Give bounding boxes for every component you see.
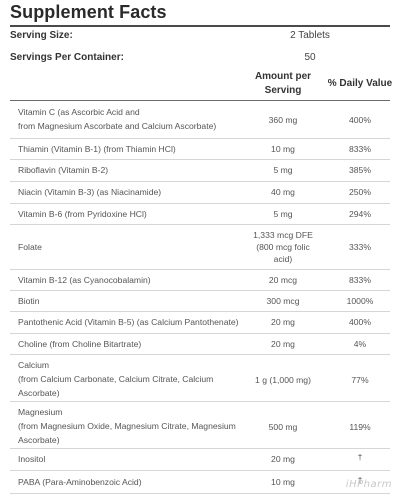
nutrient-daily-value: † [357,475,363,485]
nutrient-amount: 20 mcg [268,275,298,285]
serving-size-value: 2 Tablets [290,30,330,41]
table-row: Calcium (from Calcium Carbonate, Calcium … [10,355,390,402]
servings-per-container-label: Servings Per Container: [10,52,124,63]
nutrient-amount: 20 mg [271,454,295,464]
table-row: Riboflavin (Vitamin B-2) 5 mg 385% [10,160,390,182]
supplement-facts-title: Supplement Facts [10,2,167,22]
nutrient-name: Folate [18,242,42,252]
table-row: PABA (Para-Aminobenzoic Acid) 10 mg † [10,471,390,494]
serving-size-label: Serving Size: [10,30,73,41]
nutrient-name: Thiamin (Vitamin B-1) (from Thiamin HCl) [18,144,176,154]
table-row: Vitamin C (as Ascorbic Acid and from Magn… [10,101,390,139]
table-row: Pantothenic Acid (Vitamin B-5) (as Calci… [10,312,390,334]
header-rule [10,100,390,101]
table-row: Choline (from Choline Bitartrate) 20 mg … [10,334,390,355]
table-row: Vitamin B-6 (from Pyridoxine HCl) 5 mg 2… [10,204,390,225]
nutrient-daily-value: 77% [351,375,369,385]
table-row: Inositol 20 mg † [10,449,390,471]
nutrient-amount: 10 mg [271,477,295,487]
nutrient-daily-value: 250% [349,187,371,197]
nutrient-amount: 500 mg [268,422,298,432]
nutrient-name: PABA (Para-Aminobenzoic Acid) [18,477,142,487]
nutrient-name: Niacin (Vitamin B-3) (as Niacinamide) [18,187,162,197]
nutrient-amount: 10 mg [271,144,295,154]
amount-per-serving-header: Amount per Serving [254,71,312,96]
nutrient-daily-value: 119% [349,422,371,432]
nutrient-name: Vitamin B-6 (from Pyridoxine HCl) [18,209,147,219]
table-row: Magnesium (from Magnesium Oxide, Magnesiu… [10,402,390,449]
table-row: Thiamin (Vitamin B-1) (from Thiamin HCl)… [10,139,390,160]
nutrient-name: Vitamin C (as Ascorbic Acid and from Magn… [18,107,217,131]
table-row: Biotin 300 mcg 1000% [10,291,390,312]
nutrient-name: Magnesium (from Magnesium Oxide, Magnesiu… [18,407,236,445]
table-header: Amount per Serving % Daily Value [10,70,392,100]
table-row: Niacin (Vitamin B-3) (as Niacinamide) 40… [10,182,390,204]
nutrient-daily-value: 833% [349,275,371,285]
nutrient-amount: 1,333 mcg DFE (800 mcg folic acid) [253,230,313,264]
daily-value-header: % Daily Value [327,78,393,89]
nutrient-amount: 300 mcg [266,296,300,306]
nutrient-daily-value: 833% [349,144,371,154]
nutrient-name: Calcium (from Calcium Carbonate, Calcium … [18,360,214,398]
nutrient-daily-value: 400% [349,115,371,125]
nutrient-daily-value: 1000% [346,296,374,306]
title-rule [10,25,390,27]
nutrient-name: Choline (from Choline Bitartrate) [18,339,142,349]
nutrient-amount: 20 mg [271,339,295,349]
nutrient-amount: 5 mg [273,209,293,219]
nutrient-name: Biotin [18,296,40,306]
nutrient-name: Inositol [18,454,46,464]
nutrient-daily-value: 333% [349,242,371,252]
nutrient-daily-value: † [357,452,363,462]
table-row: Folate 1,333 mcg DFE (800 mcg folic acid) … [10,225,390,270]
nutrient-amount: 360 mg [268,115,298,125]
nutrient-name: Vitamin B-12 (as Cyanocobalamin) [18,275,151,285]
nutrient-daily-value: 294% [349,209,371,219]
nutrient-amount: 1 g (1,000 mg) [255,375,311,385]
table-row: Vitamin B-12 (as Cyanocobalamin) 20 mcg … [10,270,390,291]
nutrient-daily-value: 385% [349,165,371,175]
nutrient-daily-value: 400% [349,317,371,327]
servings-per-container-value: 50 [304,52,316,63]
nutrient-name: Riboflavin (Vitamin B-2) [18,165,109,175]
nutrient-amount: 5 mg [273,165,293,175]
nutrient-name: Pantothenic Acid (Vitamin B-5) (as Calci… [18,317,239,327]
nutrient-daily-value: 4% [353,339,367,349]
watermark-logo: iHPharm [345,479,392,490]
nutrient-amount: 20 mg [271,317,295,327]
nutrient-amount: 40 mg [271,187,295,197]
